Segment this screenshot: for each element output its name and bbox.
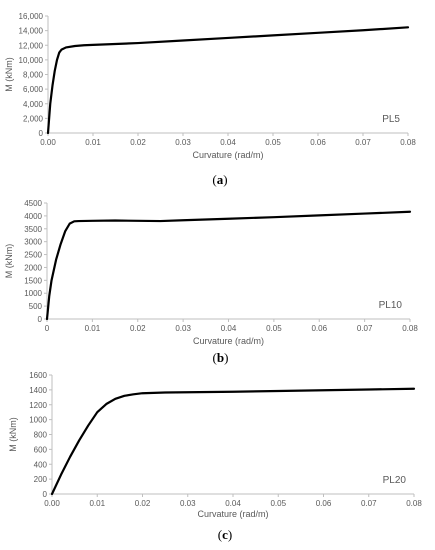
x-tick-label: 0.02	[130, 138, 146, 147]
x-tick-label: 0	[45, 324, 50, 333]
x-tick-label: 0.03	[175, 138, 191, 147]
x-tick-label: 0.04	[225, 499, 241, 508]
y-tick-label: 0	[39, 129, 44, 138]
x-tick-label: 0.04	[220, 138, 236, 147]
y-tick-label: 4500	[24, 199, 42, 208]
x-tick-label: 0.08	[402, 324, 418, 333]
y-tick-label: 8,000	[23, 71, 44, 80]
y-tick-label: 2500	[24, 251, 42, 260]
y-axis-title: M (kNm)	[8, 417, 18, 452]
chart-panel-1: 0.00 0.01 0.02 0.03 0.04 0.05 0.06 0.07 0.08 0 2,0…	[4, 12, 416, 187]
y-tick-label: 0	[43, 490, 48, 499]
y-tick-label: 4000	[24, 212, 42, 221]
y-tick-label: 400	[34, 460, 48, 469]
y-tick-label: 3500	[24, 225, 42, 234]
x-tick-label: 0.06	[311, 324, 327, 333]
x-tick-label: 0.01	[85, 138, 101, 147]
y-tick-label: 0	[38, 315, 43, 324]
x-tick-label: 0.06	[316, 499, 332, 508]
y-tick-label: 1600	[29, 371, 47, 380]
series-line	[45, 210, 412, 321]
x-tick-label: 0.07	[355, 138, 371, 147]
x-axis-title: Curvature (rad/m)	[192, 150, 263, 160]
y-tick-label: 2000	[24, 263, 42, 272]
x-tick-label: 0.01	[85, 324, 101, 333]
y-tick-label: 800	[34, 431, 48, 440]
y-tick-label: 6,000	[23, 85, 44, 94]
panel-caption: (c)	[218, 527, 232, 542]
x-tick-label: 0.08	[400, 138, 416, 147]
panel-caption: (b)	[213, 350, 229, 365]
y-tick-label: 3000	[24, 238, 42, 247]
y-tick-label: 1400	[29, 386, 47, 395]
x-axis-title: Curvature (rad/m)	[197, 509, 268, 519]
x-tick-label: 0.05	[265, 138, 281, 147]
x-tick-label: 0.03	[180, 499, 196, 508]
panel-label: PL20	[383, 475, 407, 486]
chart-panel-2: 0 0.01 0.02 0.03 0.04 0.05 0.06 0.07 0.08 0 500 100…	[4, 199, 418, 365]
x-tick-label: 0.03	[175, 324, 191, 333]
y-tick-label: 2,000	[23, 114, 44, 123]
x-tick-label: 0.00	[44, 499, 60, 508]
y-tick-label: 12,000	[19, 41, 44, 50]
y-tick-label: 10,000	[19, 56, 44, 65]
y-tick-label: 1000	[29, 416, 47, 425]
y-tick-label: 14,000	[19, 27, 44, 36]
x-tick-label: 0.04	[221, 324, 237, 333]
x-tick-label: 0.05	[266, 324, 282, 333]
x-tick-label: 0.05	[270, 499, 286, 508]
y-tick-label: 200	[34, 475, 48, 484]
x-axis-title: Curvature (rad/m)	[193, 336, 264, 346]
x-tick-label: 0.06	[310, 138, 326, 147]
x-tick-label: 0.07	[361, 499, 377, 508]
x-tick-label: 0.07	[357, 324, 373, 333]
y-axis-title: M (kNm)	[4, 244, 14, 279]
x-tick-label: 0.00	[40, 138, 56, 147]
y-tick-label: 1000	[24, 289, 42, 298]
y-tick-label: 16,000	[19, 12, 44, 21]
x-tick-label: 0.02	[130, 324, 146, 333]
y-tick-label: 600	[34, 445, 48, 454]
y-tick-label: 1200	[29, 401, 47, 410]
series-line	[46, 26, 410, 135]
x-tick-label: 0.02	[135, 499, 151, 508]
panel-label: PL10	[379, 300, 403, 311]
y-tick-label: 500	[29, 302, 43, 311]
x-tick-label: 0.08	[406, 499, 422, 508]
panel-label: PL5	[382, 114, 400, 125]
x-tick-label: 0.01	[89, 499, 105, 508]
y-tick-label: 1500	[24, 276, 42, 285]
y-axis-title: M (kNm)	[4, 57, 14, 92]
panel-caption: (a)	[212, 172, 227, 187]
y-tick-label: 4,000	[23, 100, 44, 109]
series-line	[50, 387, 416, 496]
chart-panel-3: 0.00 0.01 0.02 0.03 0.04 0.05 0.06 0.07 0.08 0 200…	[8, 371, 422, 542]
